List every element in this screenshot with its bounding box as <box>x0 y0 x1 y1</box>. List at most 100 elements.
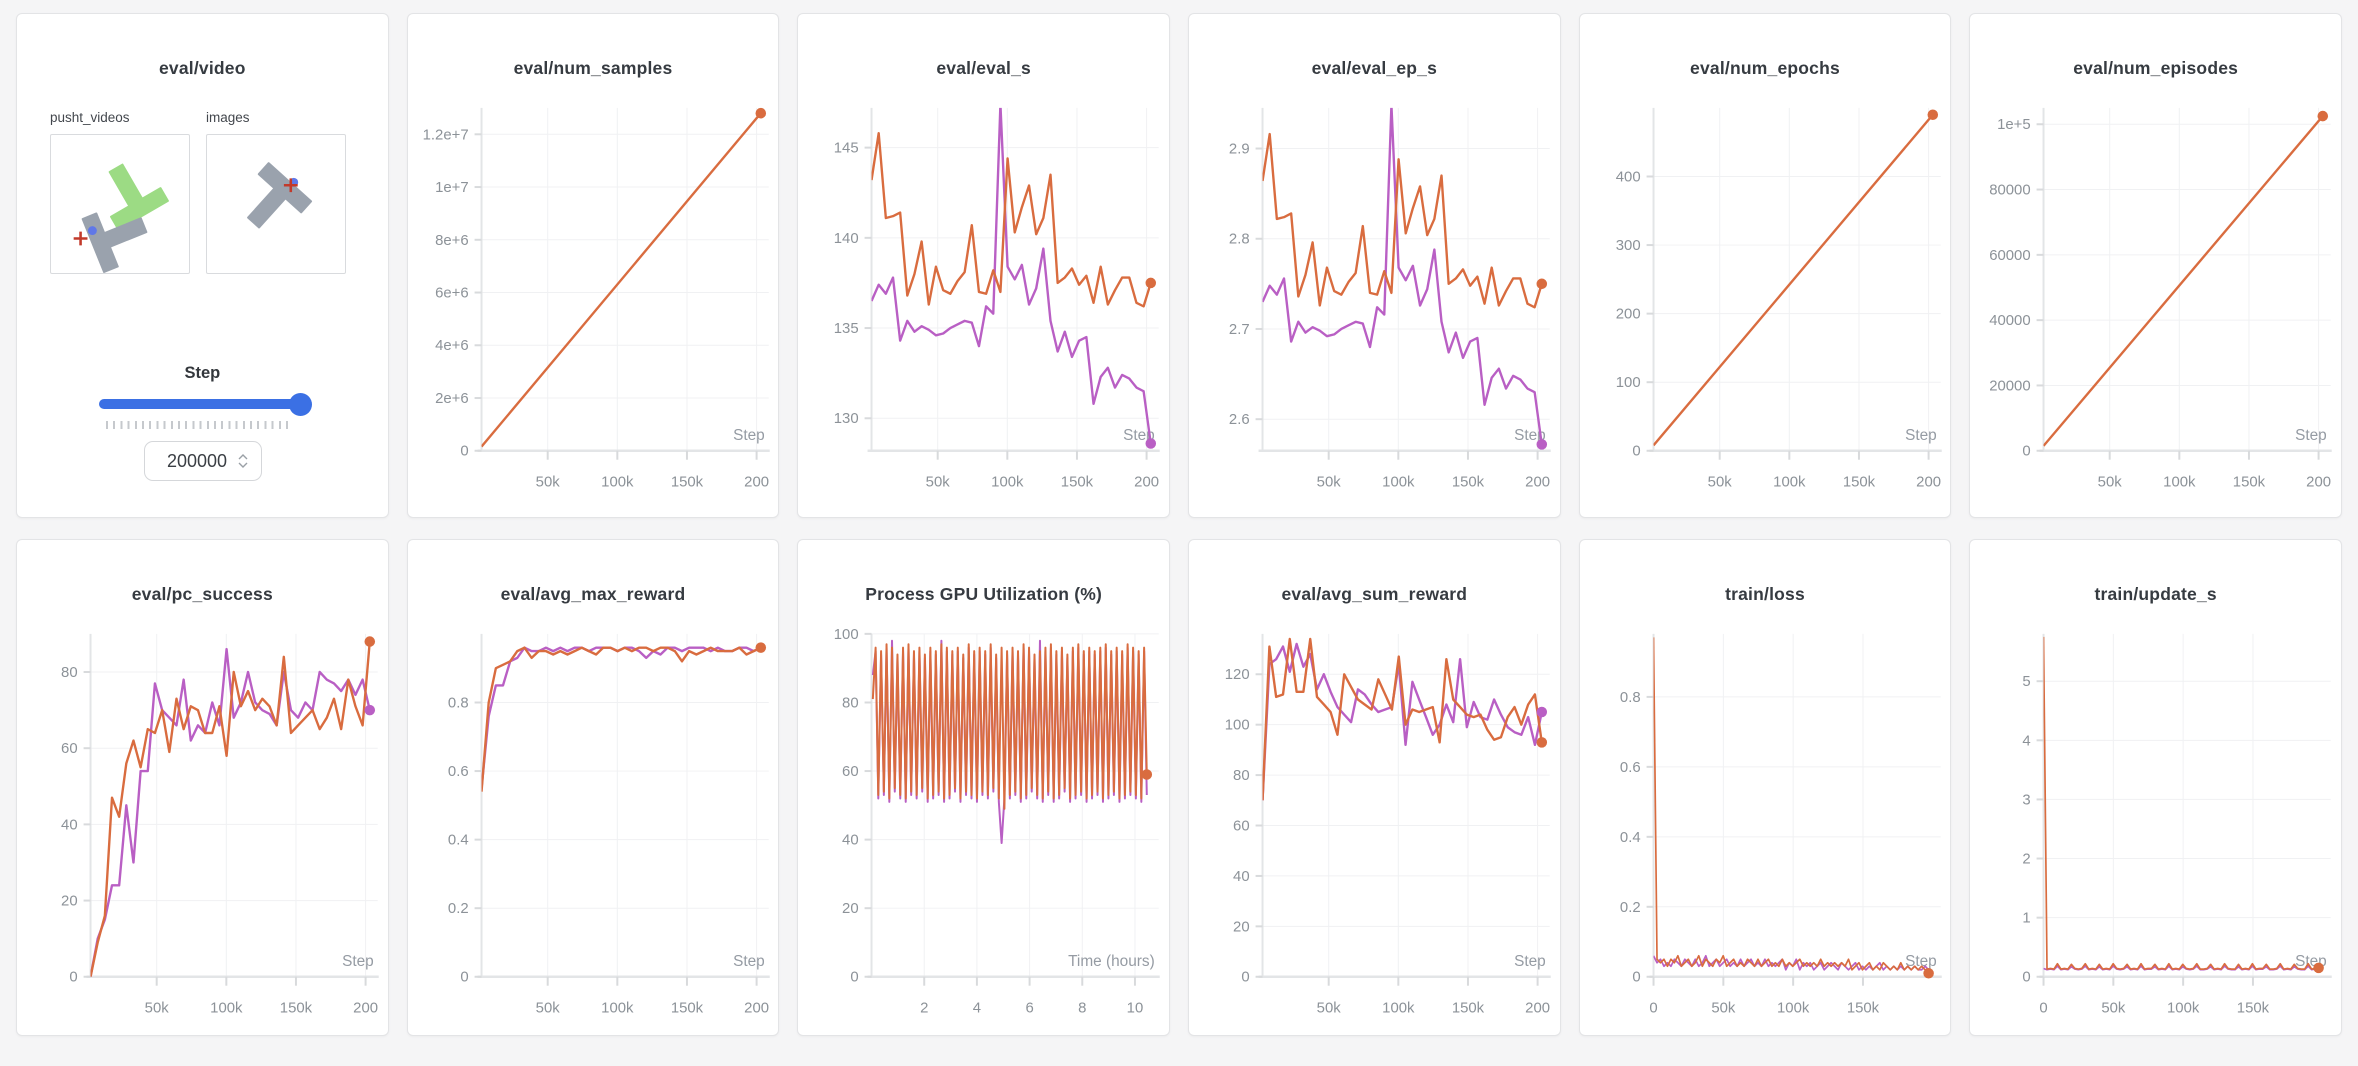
y-tick-label: 80 <box>842 695 859 711</box>
y-tick-label: 135 <box>834 321 859 337</box>
y-tick-label: 80 <box>61 665 78 681</box>
series-end-dot <box>2317 110 2329 122</box>
y-tick-label: 40 <box>61 817 78 833</box>
panel-eval-avg-max-reward: eval/avg_max_reward 0 0.2 0.4 0.6 0.8 50k 100k 1… <box>406 539 780 1036</box>
target-cross <box>283 178 298 193</box>
x-axis-title: Step <box>1514 427 1546 444</box>
chart-canvas[interactable]: 0 20 40 60 80 100 120 50k 100k 150k 200 Step <box>1189 622 1560 1036</box>
series-line-orange-run <box>1262 132 1543 309</box>
series-lines <box>1653 637 1929 974</box>
y-tick-label: 5 <box>2023 674 2031 690</box>
x-tick-label: 150k <box>670 1001 703 1017</box>
chart-canvas[interactable]: 0 20 40 60 80 50k 100k 150k 200 Step <box>17 622 388 1036</box>
y-tick-label: 60 <box>61 741 78 757</box>
grid-lines <box>1653 107 1941 452</box>
chart-canvas[interactable]: 130 135 140 145 50k 100k 150k 200 Step <box>798 96 1169 513</box>
series-line-purple-run <box>481 646 761 789</box>
x-tick-label: 10 <box>1127 1001 1144 1017</box>
chart-canvas[interactable]: 0 2e+6 4e+6 6e+6 8e+6 1e+7 1.2e+7 50k 100k 150k 20… <box>408 96 779 513</box>
series-end-dot <box>755 642 766 653</box>
x-tick-label: 150k <box>2237 1001 2270 1017</box>
x-axis-title: Step <box>1905 953 1937 970</box>
step-input-spinner[interactable] <box>238 454 248 468</box>
chart-canvas[interactable]: 0 20 40 60 80 100 2 4 6 8 10 Time (hours) <box>798 622 1169 1036</box>
x-tick-label: 150k <box>2233 475 2266 491</box>
axis <box>864 107 1161 460</box>
y-tick-label: 2.9 <box>1229 141 1250 157</box>
series-line-orange-run <box>1653 114 1934 447</box>
series-end-dot <box>755 107 766 119</box>
y-tick-label: 0.2 <box>448 901 469 917</box>
x-tick-label: 50k <box>926 475 951 491</box>
series-line-orange-run <box>1262 637 1543 801</box>
y-tick-label: 60 <box>842 764 859 780</box>
media-thumbnail-pusht-videos[interactable] <box>50 134 190 274</box>
y-tick-label: 0.6 <box>1620 760 1641 776</box>
y-tick-label: 140 <box>834 231 859 247</box>
step-input-field[interactable] <box>158 449 236 473</box>
media-caption: images <box>206 110 250 125</box>
step-slider-ruler <box>106 421 289 429</box>
y-tick-label: 0.8 <box>1620 690 1641 706</box>
axis <box>864 632 1161 986</box>
step-slider[interactable] <box>99 392 312 416</box>
grid-lines <box>2043 633 2332 978</box>
x-tick-label: 50k <box>1317 1001 1342 1017</box>
chart-canvas[interactable]: 0 0.2 0.4 0.6 0.8 50k 100k 150k 200 Step <box>408 622 779 1036</box>
y-tick-label: 20000 <box>1990 378 2031 394</box>
y-tick-label: 2.8 <box>1229 232 1250 248</box>
x-tick-label: 100k <box>2167 1001 2200 1017</box>
series-end-dot <box>1145 438 1157 449</box>
y-tick-label: 6e+6 <box>435 286 469 302</box>
x-tick-label: 100k <box>210 1001 243 1017</box>
spinner-down-icon[interactable] <box>238 462 248 468</box>
panel-eval-video: eval/video pusht_videos images Step <box>16 13 389 518</box>
chart-canvas[interactable]: 0 20000 40000 60000 80000 1e+5 50k 100k 150k 200 S… <box>1970 96 2341 513</box>
x-tick-label: 200 <box>353 1001 378 1017</box>
y-tick-label: 2.7 <box>1229 322 1250 338</box>
block-t-shape <box>247 162 313 229</box>
x-tick-label: 200 <box>1525 1001 1550 1017</box>
y-tick-label: 100 <box>1225 718 1250 734</box>
y-tick-label: 4 <box>2023 733 2031 749</box>
x-tick-label: 50k <box>535 475 560 491</box>
x-tick-label: 2 <box>920 1001 928 1017</box>
panel-title: eval/num_samples <box>513 58 673 78</box>
axis <box>1646 633 1942 986</box>
panel-title: train/loss <box>1725 584 1805 604</box>
axis <box>474 107 770 460</box>
y-tick-label: 20 <box>1233 919 1250 935</box>
chart-canvas[interactable]: 0 0.2 0.4 0.6 0.8 0 50k 100k 150k Step <box>1580 622 1951 1036</box>
panel-title: eval/num_episodes <box>2073 58 2239 78</box>
panel-eval-avg-sum-reward: eval/avg_sum_reward 0 20 40 60 80 100 120 50k 100… <box>1187 539 1561 1036</box>
step-input[interactable] <box>144 441 262 481</box>
axis <box>1255 633 1551 986</box>
series-line-orange-run <box>872 643 1149 810</box>
y-tick-label: 20 <box>842 901 859 917</box>
y-tick-label: 0 <box>69 970 77 986</box>
panel-process-gpu-utilization: Process GPU Utilization (%) 0 20 40 60 80 100 2… <box>797 539 1170 1036</box>
series-lines <box>1262 107 1543 445</box>
y-tick-label: 0.6 <box>448 764 469 780</box>
x-tick-label: 50k <box>1711 1001 1736 1017</box>
y-tick-label: 0.4 <box>1620 830 1641 846</box>
series-end-dot <box>1141 769 1153 780</box>
axis <box>1255 107 1551 460</box>
y-tick-label: 2e+6 <box>435 391 469 407</box>
x-axis-title: Step <box>342 953 374 970</box>
panel-eval-num-epochs: eval/num_epochs 0 100 200 300 400 50k 100k 150k 2… <box>1578 13 1952 518</box>
series-end-dot <box>364 636 376 647</box>
series-end-dot <box>1927 109 1938 121</box>
media-thumbnail-images[interactable] <box>206 134 346 274</box>
chart-canvas[interactable]: 0 100 200 300 400 50k 100k 150k 200 Step <box>1580 96 1951 513</box>
panel-title: eval/num_epochs <box>1690 58 1840 78</box>
x-tick-label: 200 <box>1525 475 1550 491</box>
step-slider-knob[interactable] <box>289 392 312 416</box>
x-tick-label: 0 <box>2040 1001 2048 1017</box>
series-lines <box>1262 637 1543 801</box>
spinner-up-icon[interactable] <box>238 454 248 460</box>
panel-train-update-s: train/update_s 0 1 2 3 4 5 0 50k 100k 150k Step <box>1969 539 2342 1036</box>
chart-canvas[interactable]: 2.6 2.7 2.8 2.9 50k 100k 150k 200 Step <box>1189 96 1560 513</box>
